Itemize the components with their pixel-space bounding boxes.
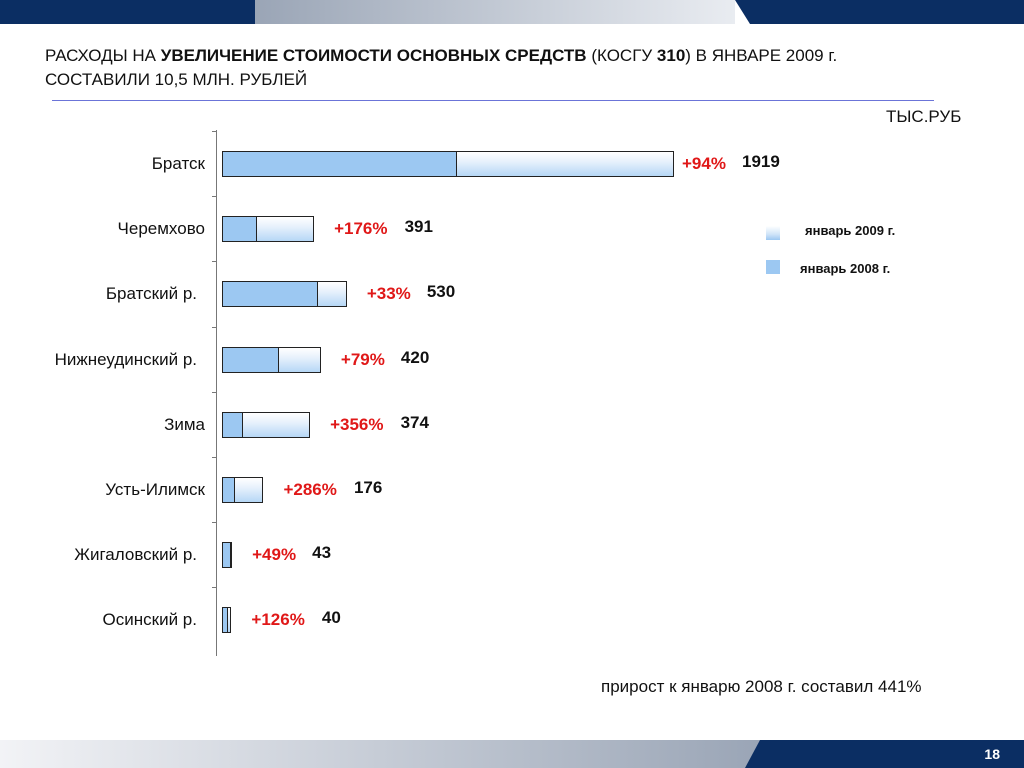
- title-part-2: (КОСГУ: [586, 46, 657, 65]
- legend-swatch-2008: [766, 260, 780, 274]
- value-label: 374: [400, 412, 429, 432]
- category-label: Братск: [151, 154, 205, 173]
- bottom-decorative-bar: [0, 740, 1024, 768]
- category-label: Нижнеудинский р.: [54, 349, 197, 369]
- bar-jan-2008: [223, 217, 258, 242]
- title-part-4: ) В ЯНВАРЕ 2009 г. СОСТАВИЛИ 10,5 МЛН. Р…: [45, 46, 838, 89]
- title-part-1: УВЕЛИЧЕНИЕ СТОИМОСТИ ОСНОВНЫХ СРЕДСТВ: [160, 46, 587, 65]
- bar-jan-2009: [222, 411, 311, 438]
- bar-jan-2008: [223, 282, 318, 307]
- title-part-0: РАСХОДЫ НА: [45, 46, 161, 65]
- axis-tick: [212, 326, 217, 328]
- growth-label: +79%: [340, 349, 385, 369]
- value-label: 530: [426, 282, 456, 302]
- growth-label: +94%: [682, 154, 726, 173]
- bar-jan-2008: [223, 347, 280, 372]
- legend-label-2009: январь 2009 г.: [805, 223, 896, 238]
- value-label: 43: [312, 543, 332, 563]
- bar-jan-2009: [222, 542, 233, 569]
- bar-jan-2008: [223, 608, 229, 633]
- slide-title: РАСХОДЫ НА УВЕЛИЧЕНИЕ СТОИМОСТИ ОСНОВНЫХ…: [45, 44, 945, 92]
- value-label: 420: [400, 347, 430, 367]
- category-label: Усть-Илимск: [105, 480, 205, 499]
- bar-jan-2009: [222, 216, 315, 243]
- title-part-3: 310: [656, 46, 686, 65]
- units-label: ТЫС.РУБ: [886, 107, 962, 126]
- category-label: Зима: [164, 414, 205, 434]
- value-label: 40: [321, 608, 341, 628]
- axis-tick: [212, 261, 217, 263]
- top-decorative-bar: [0, 0, 1024, 24]
- bar-jan-2009: [222, 151, 674, 177]
- axis-tick: [212, 196, 217, 198]
- growth-label: +126%: [251, 610, 305, 630]
- axis-tick: [212, 457, 217, 458]
- growth-note: прирост к январю 2008 г. составил 441%: [601, 677, 922, 696]
- category-axis: [216, 130, 217, 656]
- value-label: 391: [404, 217, 433, 237]
- bar-jan-2008: [223, 543, 231, 568]
- category-label: Осинский р.: [102, 610, 197, 630]
- page-number: 18: [984, 746, 1000, 762]
- bar-jan-2009: [222, 477, 264, 503]
- growth-label: +49%: [252, 545, 297, 565]
- axis-tick: [212, 391, 217, 393]
- growth-label: +286%: [283, 480, 337, 499]
- legend-label-2008: январь 2008 г.: [800, 261, 891, 276]
- category-label: Братский р.: [105, 284, 197, 304]
- axis-tick: [212, 587, 217, 589]
- bar-jan-2008: [223, 152, 457, 176]
- bar-jan-2009: [222, 281, 347, 308]
- bar-jan-2009: [222, 607, 232, 634]
- growth-label: +33%: [366, 284, 411, 304]
- growth-label: +176%: [334, 219, 388, 239]
- legend-swatch-2009: [766, 226, 780, 240]
- category-label: Черемхово: [117, 219, 205, 239]
- axis-tick: [212, 522, 217, 524]
- growth-label: +356%: [330, 414, 384, 434]
- category-label: Жигаловский р.: [74, 545, 197, 565]
- bar-jan-2008: [223, 478, 235, 502]
- bar-jan-2009: [222, 346, 321, 373]
- bar-jan-2008: [223, 412, 244, 437]
- value-label: 1919: [742, 152, 780, 171]
- title-divider: [52, 100, 934, 101]
- value-label: 176: [353, 478, 383, 497]
- axis-tick: [212, 131, 217, 132]
